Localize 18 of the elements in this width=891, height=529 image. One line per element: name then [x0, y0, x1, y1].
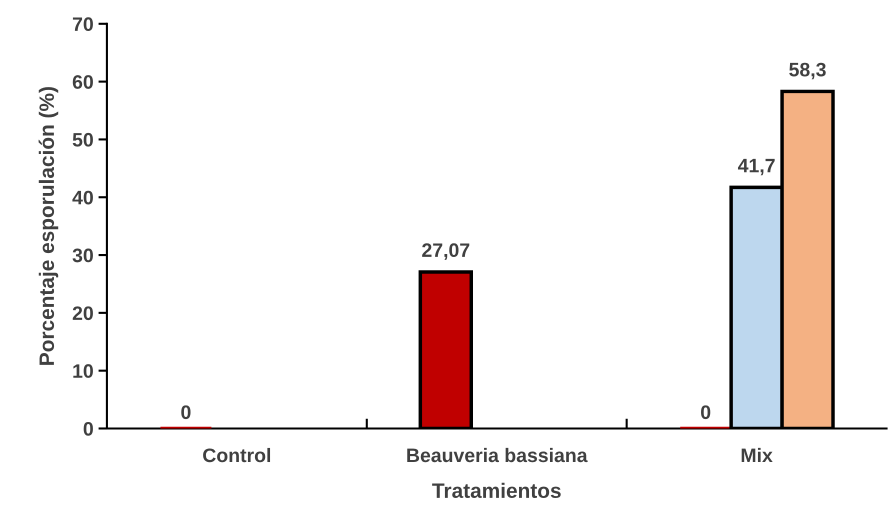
- data-label: 0: [181, 405, 191, 420]
- x-tick-label: Beauveria bassiana: [407, 448, 588, 462]
- data-label: 41,7: [738, 158, 775, 176]
- y-tick-label: 70: [72, 17, 93, 32]
- x-tick-label: Mix: [742, 448, 773, 462]
- data-label: 27,07: [422, 243, 470, 260]
- data-label: 58,3: [789, 62, 826, 80]
- x-tick-label: Control: [203, 448, 270, 462]
- y-tick-label: 60: [72, 75, 93, 89]
- y-tick-label: 50: [72, 132, 93, 147]
- y-tick-label: 10: [73, 364, 93, 378]
- x-axis-title: Tratamientos: [432, 482, 561, 498]
- y-tick-label: 40: [72, 190, 93, 204]
- data-label: 0: [701, 405, 710, 420]
- y-tick-label: 0: [84, 422, 93, 436]
- y-tick-label: 20: [72, 306, 93, 320]
- y-tick-label: 30: [72, 248, 93, 262]
- y-axis-title: Porcentaje esporulación (%): [38, 87, 58, 365]
